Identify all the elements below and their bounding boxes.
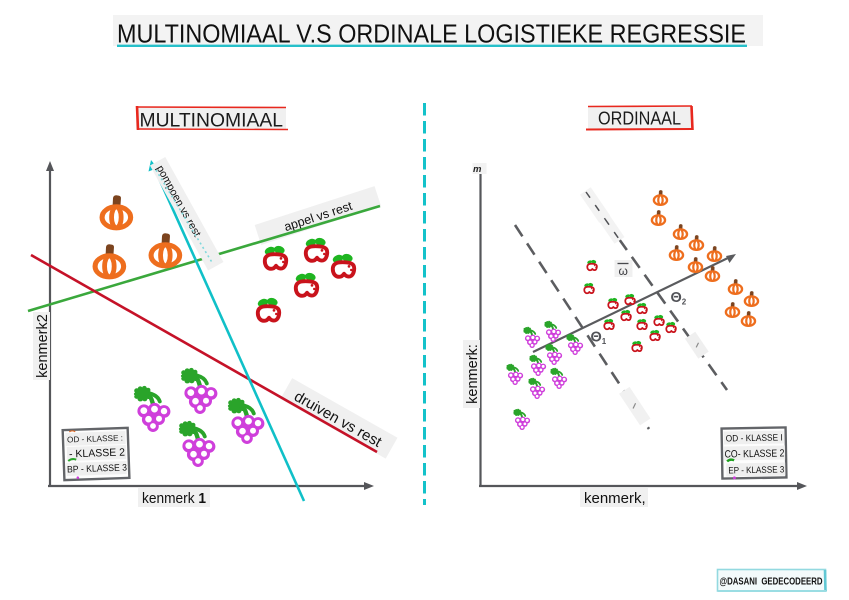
svg-text:EP - KLASSE 3: EP - KLASSE 3 [728,464,784,475]
svg-text:Θ1: Θ1 [591,330,607,347]
svg-text:@DASANI GEDECODEERD: @DASANI GEDECODEERD [720,577,823,588]
svg-text:MULTINOMIAAL V.S ORDINALE LOGI: MULTINOMIAAL V.S ORDINALE LOGISTIEKE REG… [117,19,746,49]
svg-text:druiven vs rest: druiven vs rest [291,388,385,451]
svg-text:Θ2: Θ2 [671,290,687,307]
svg-text:kenmerk 1: kenmerk 1 [142,490,206,507]
svg-text:CO- KLASSE 2: CO- KLASSE 2 [724,448,784,460]
svg-text:OD - KLASSE I: OD - KLASSE I [726,432,783,443]
svg-text:kenmerk:: kenmerk: [465,344,481,404]
svg-text:kenmerk,: kenmerk, [584,490,646,507]
svg-text:- KLASSE 2: - KLASSE 2 [69,446,125,460]
svg-text:pompoen vs rest: pompoen vs rest [154,163,203,239]
svg-text:kenmerk2: kenmerk2 [35,314,51,378]
svg-text:BP - KLASSE 3: BP - KLASSE 3 [67,461,127,474]
svg-text:MULTINOMIAAL: MULTINOMIAAL [140,111,284,132]
svg-text:OD - KLASSE :: OD - KLASSE : [67,434,123,445]
svg-text:ω: ω [619,264,628,278]
svg-text:m: m [473,164,482,175]
svg-text:ORDINAAL: ORDINAAL [598,108,681,129]
